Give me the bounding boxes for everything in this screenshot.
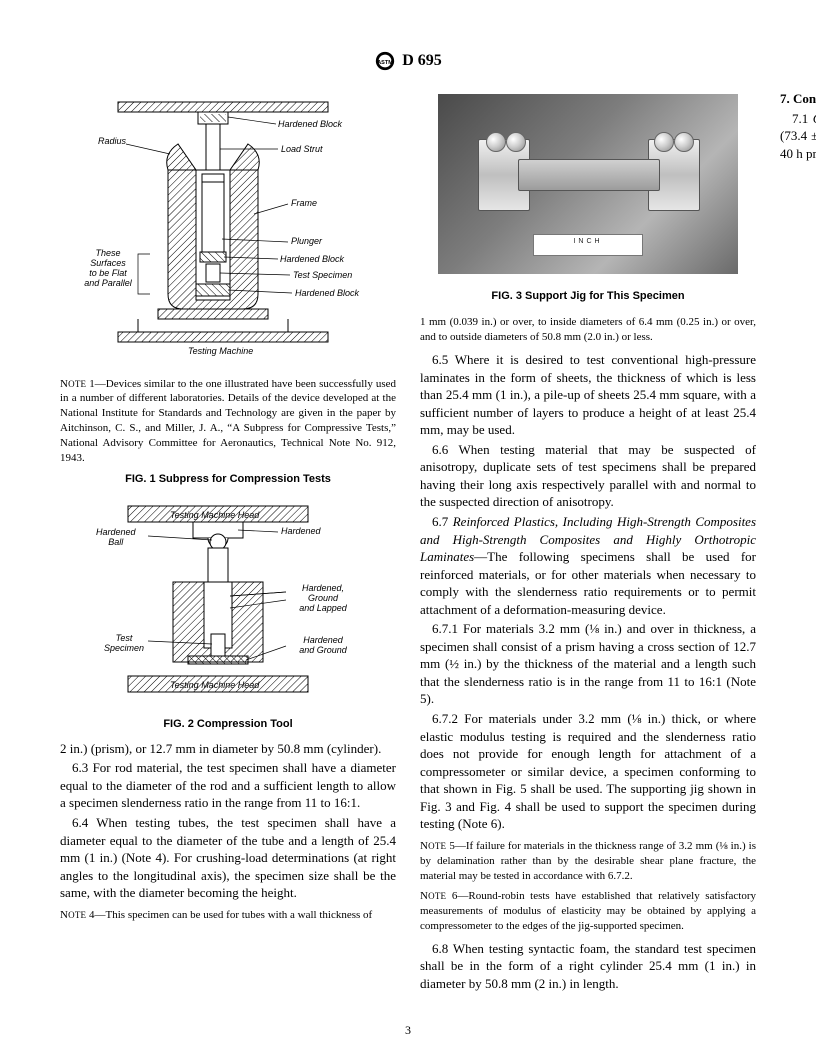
note-1: NOTE 1—Devices similar to the one illust… bbox=[60, 377, 396, 466]
fig2-ball-label: HardenedBall bbox=[96, 528, 136, 548]
svg-text:Testing Machine Head: Testing Machine Head bbox=[170, 510, 260, 520]
astm-logo-icon: ASTM bbox=[374, 50, 396, 72]
fig3-ruler: INCH bbox=[533, 234, 643, 256]
fig2-hg-label: Hardenedand Ground bbox=[288, 636, 358, 656]
para-6-3: 6.3 For rod material, the test specimen … bbox=[60, 759, 396, 812]
para-6-7-2: 6.7.2 For materials under 3.2 mm (⅛ in.)… bbox=[420, 710, 756, 833]
note-5: NOTE 5—If failure for materials in the t… bbox=[420, 839, 756, 884]
fig1-surfaces-note: TheseSurfacesto be Flatand Parallel bbox=[82, 249, 134, 289]
svg-text:Frame: Frame bbox=[291, 198, 317, 208]
para-6-7: 6.7 Reinforced Plastics, Including High-… bbox=[420, 513, 756, 618]
para-6-5: 6.5 Where it is desired to test conventi… bbox=[420, 351, 756, 439]
fig2-hgl-label: Hardened,Groundand Lapped bbox=[288, 584, 358, 614]
fig2-spec-label: TestSpecimen bbox=[104, 634, 144, 654]
svg-text:Radius: Radius bbox=[98, 136, 127, 146]
doc-designation: D 695 bbox=[402, 50, 442, 72]
section-7-head: 7. Conditioning bbox=[780, 90, 816, 108]
fig3-photo: INCH bbox=[438, 94, 738, 274]
note-4-text: 4—This specimen can be used for tubes wi… bbox=[89, 909, 372, 921]
svg-text:Testing Machine Head: Testing Machine Head bbox=[170, 680, 260, 690]
para-7-1: 7.1 Conditioning—Condition the test spec… bbox=[780, 110, 816, 163]
note-5-text: 5—If failure for materials in the thickn… bbox=[420, 840, 756, 882]
page-number: 3 bbox=[0, 1022, 816, 1038]
page-header: ASTM D 695 bbox=[60, 50, 756, 72]
svg-text:Hardened Block: Hardened Block bbox=[278, 119, 343, 129]
note-6: NOTE 6—Round-robin tests have establishe… bbox=[420, 889, 756, 934]
fig1-caption: FIG. 1 Subpress for Compression Tests bbox=[60, 472, 396, 487]
svg-text:Load Strut: Load Strut bbox=[281, 144, 323, 154]
figure-3: INCH FIG. 3 Support Jig for This Specime… bbox=[420, 94, 756, 303]
svg-text:Hardened Block: Hardened Block bbox=[280, 254, 345, 264]
note-4-cont: 1 mm (0.039 in.) or over, to inside diam… bbox=[420, 315, 756, 345]
svg-text:ASTM: ASTM bbox=[377, 60, 393, 66]
para-6-7-1: 6.7.1 For materials 3.2 mm (⅛ in.) and o… bbox=[420, 620, 756, 708]
para-6-7-num: 6.7 bbox=[432, 514, 453, 529]
svg-text:Testing Machine: Testing Machine bbox=[188, 346, 253, 356]
note-6-text: 6—Round-robin tests have established tha… bbox=[420, 890, 756, 932]
para-6-2-cont: 2 in.) (prism), or 12.7 mm in diameter b… bbox=[60, 740, 396, 758]
figure-1: Hardened Block Load Strut Frame Plunger … bbox=[60, 94, 396, 369]
para-6-8: 6.8 When testing syntactic foam, the sta… bbox=[420, 940, 756, 993]
para-6-4: 6.4 When testing tubes, the test specime… bbox=[60, 814, 396, 902]
para-6-6: 6.6 When testing material that may be su… bbox=[420, 441, 756, 511]
svg-text:Hardened Block: Hardened Block bbox=[295, 288, 360, 298]
svg-text:Hardened: Hardened bbox=[281, 526, 322, 536]
fig1-diagram: Hardened Block Load Strut Frame Plunger … bbox=[78, 94, 378, 364]
content-columns: Hardened Block Load Strut Frame Plunger … bbox=[60, 90, 756, 1010]
figure-2: Testing Machine Head Testing Machine Hea… bbox=[60, 496, 396, 731]
note-4: NOTE 4—This specimen can be used for tub… bbox=[60, 908, 396, 923]
svg-text:Test Specimen: Test Specimen bbox=[293, 270, 352, 280]
fig3-caption: FIG. 3 Support Jig for This Specimen bbox=[420, 289, 756, 304]
svg-text:Plunger: Plunger bbox=[291, 236, 323, 246]
fig2-caption: FIG. 2 Compression Tool bbox=[60, 717, 396, 732]
para-7-1-num: 7.1 bbox=[792, 111, 813, 126]
note-1-text: 1—Devices similar to the one illustrated… bbox=[60, 378, 396, 464]
